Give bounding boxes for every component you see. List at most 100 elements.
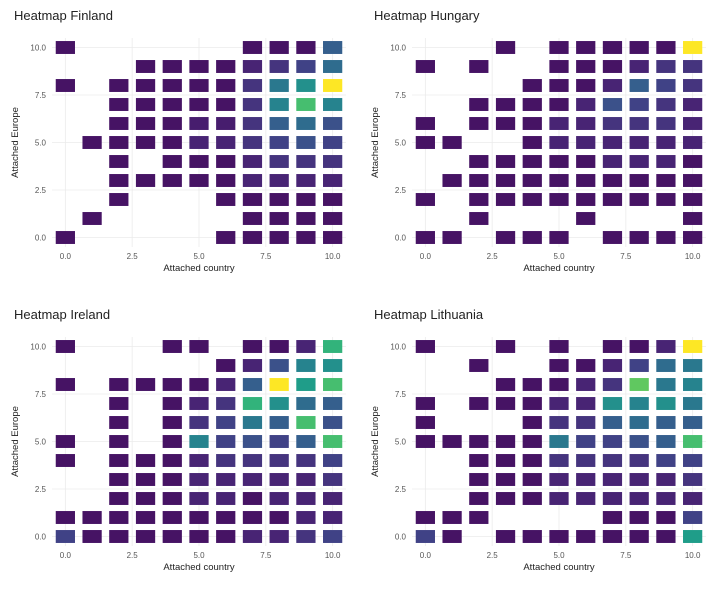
heatmap-cell [495,492,516,505]
heatmap-cell [323,454,343,467]
y-tick-label: 7.5 [395,91,407,100]
heatmap-cell [522,435,542,448]
heatmap-cell [216,359,236,372]
heatmap-cell [469,193,489,206]
heatmap-cell [629,117,649,130]
y-tick-label: 0.0 [395,533,407,542]
heatmap-cell [576,79,596,92]
x-axis-label: Attached country [523,562,595,573]
y-tick-label: 10.0 [30,44,46,53]
x-tick-label: 5.0 [553,551,565,560]
heatmap-cell [109,98,129,111]
heatmap-cell [656,41,676,54]
heatmap-cell [415,530,435,543]
heatmap-cell [162,155,182,168]
heatmap-cell [549,136,569,149]
heatmap-cell [576,454,596,467]
heatmap-cell [495,397,516,410]
x-tick-label: 7.5 [260,551,272,560]
heatmap-cell [683,435,703,448]
heatmap-cell [602,397,623,410]
heatmap-chart: Heatmap Finland 0.0 0.0 2.5 2.5 5.0 5.0 7.5 7.5 1… [10,8,346,274]
heatmap-cell [683,397,703,410]
heatmap-cell [656,359,676,372]
heatmap-cell [109,193,129,206]
heatmap-cell [242,340,263,353]
heatmap-cell [269,492,289,505]
heatmap-cell [683,359,703,372]
y-tick-label: 5.0 [35,139,47,148]
heatmap-cell [629,136,649,149]
heatmap-cell [656,136,676,149]
heatmap-cell [162,136,182,149]
heatmap-cell [495,454,516,467]
heatmap-cell [469,492,489,505]
heatmap-panel: Heatmap Finland 0.0 0.0 2.5 2.5 5.0 5.0 7.5 7.5 1… [0,0,360,299]
heatmap-cell [189,454,209,467]
heatmap-cell [216,473,236,486]
heatmap-cell [683,155,703,168]
heatmap-cell [242,155,263,168]
y-axis-label: Attached Europe [10,107,21,178]
heatmap-cell [323,530,343,543]
heatmap-cell [549,416,569,429]
heatmap-cell [269,473,289,486]
y-tick-label: 2.5 [35,485,47,494]
heatmap-cell [296,492,316,505]
heatmap-cell [629,193,649,206]
heatmap-cell [495,174,516,187]
heatmap-cell [522,79,542,92]
heatmap-cell [269,397,289,410]
heatmap-cell [216,530,236,543]
heatmap-cell [415,416,435,429]
heatmap-cell [522,454,542,467]
heatmap-cell [242,136,263,149]
x-tick-label: 7.5 [260,252,272,261]
heatmap-cell [216,435,236,448]
heatmap-cell [656,454,676,467]
heatmap-cell [135,511,156,524]
x-axis-label: Attached country [523,263,595,274]
heatmap-cell [296,193,316,206]
heatmap-cell [683,136,703,149]
heatmap-cell [216,98,236,111]
heatmap-cell [162,340,182,353]
y-tick-label: 0.0 [395,234,407,243]
heatmap-cell [495,473,516,486]
heatmap-cell [82,212,102,225]
heatmap-cell [683,530,703,543]
heatmap-cell [629,79,649,92]
heatmap-cell [269,416,289,429]
heatmap-cell [602,416,623,429]
heatmap-cell [576,435,596,448]
heatmap-cell [323,155,343,168]
x-tick-label: 10.0 [685,551,701,560]
heatmap-cell [242,473,263,486]
heatmap-cell [629,60,649,73]
heatmap-cell [135,79,156,92]
heatmap-cell [629,473,649,486]
heatmap-cell [189,155,209,168]
heatmap-cell [55,378,75,391]
heatmap-cell [656,155,676,168]
heatmap-cell [415,340,435,353]
heatmap-cell [576,155,596,168]
heatmap-cell [296,397,316,410]
heatmap-cell [683,174,703,187]
heatmap-cell [296,340,316,353]
heatmap-cell [189,492,209,505]
heatmap-cell [549,530,569,543]
heatmap-cell [602,530,623,543]
x-tick-label: 7.5 [620,551,632,560]
heatmap-cell [216,60,236,73]
heatmap-cell [576,117,596,130]
y-tick-label: 10.0 [390,44,406,53]
heatmap-cell [109,174,129,187]
heatmap-cell [135,454,156,467]
heatmap-cell [162,435,182,448]
y-axis-label: Attached Europe [370,107,381,178]
y-tick-label: 10.0 [30,343,46,352]
heatmap-cell [576,530,596,543]
heatmap-cell [522,397,542,410]
heatmap-cell [216,397,236,410]
